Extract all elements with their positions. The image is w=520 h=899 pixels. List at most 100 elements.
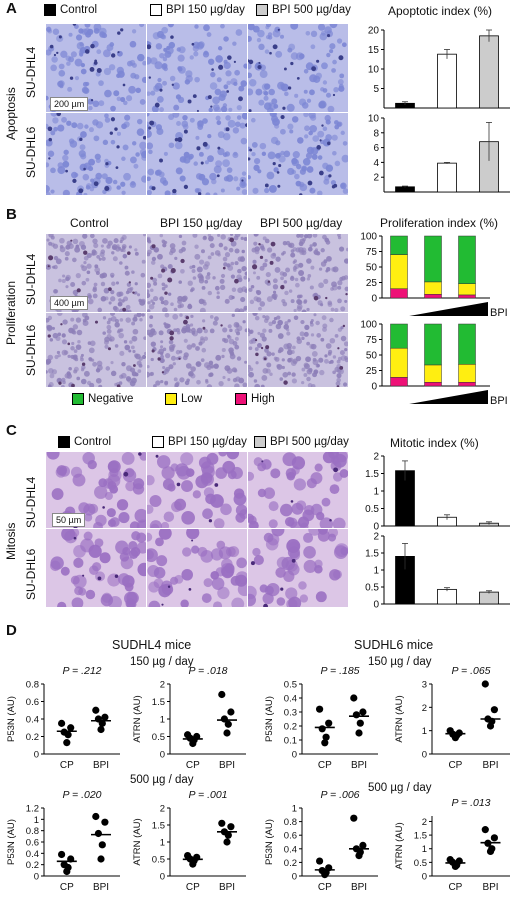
scatter-6-tick-label: 0.6 <box>284 831 297 842</box>
proliferation-dhl4-tick-label: 0 <box>371 294 377 305</box>
micrograph-a-bpi500-dhl4 <box>248 24 348 112</box>
micrograph-c-bpi150-dhl4 <box>147 452 247 528</box>
scatter-2-point <box>325 719 333 727</box>
proliferation-dhl4-tick-label: 100 <box>360 232 377 243</box>
scatter-7-category-label: CP <box>448 882 462 893</box>
proliferation-dhl6-tick-label: 0 <box>371 382 377 393</box>
mitotic-chart-dhl6: 0 0.5 1 1.5 2 <box>365 532 510 610</box>
scatter-5-category-label: BPI <box>219 882 235 893</box>
legend-high: High <box>235 393 275 405</box>
legend-c-bpi150: BPI 150 µg/day <box>152 436 247 448</box>
scatter-2-tick-label: 0.3 <box>284 708 297 719</box>
scatter-3-point <box>446 727 454 735</box>
scatter-2-point <box>352 711 360 719</box>
scatter-0-point <box>101 713 109 721</box>
scatter-4-tick-label: 0.2 <box>26 860 39 871</box>
scale-bar-b: 400 µm <box>50 296 89 310</box>
proliferation-dhl6-tick-label: 75 <box>366 335 378 346</box>
dose-title-sudhl4-500: 500 µg / day <box>130 774 194 786</box>
scatter-5-point <box>227 823 235 831</box>
scatter-4-category-label: BPI <box>93 882 109 893</box>
proliferation-dhl4-segment-negative <box>390 235 408 255</box>
apoptotic-dhl6-tick-label: 8 <box>373 128 379 139</box>
mitotic-dhl6-tick-label: 2 <box>373 532 379 543</box>
scatter-3-tick-label: 0 <box>422 750 427 761</box>
row-label-sudhl4-b: SU-DHL4 <box>24 253 38 305</box>
mitotic-dhl4-tick-label: 0.5 <box>365 504 379 515</box>
proliferation-dhl6-segment-negative <box>390 323 408 349</box>
scatter-7-tick-label: 0.5 <box>414 858 427 869</box>
row-label-sudhl4-a: SU-DHL4 <box>24 46 38 98</box>
proliferation-dhl4-segment-negative <box>424 235 442 283</box>
scatter-0-tick-label: 0.4 <box>26 715 39 726</box>
micrograph-c-bpi500-dhl6 <box>248 529 348 607</box>
scatter-1-point <box>184 731 192 739</box>
dose-title-sudhl6-500: 500 µg / day <box>368 782 432 794</box>
scatter-0-point <box>60 728 68 736</box>
scatter-0-point <box>92 706 100 714</box>
scatter-3-point <box>490 706 498 714</box>
group-title-sudhl4: SUDHL4 mice <box>112 638 192 652</box>
apoptotic-dhl6-tick-label: 6 <box>373 143 379 154</box>
proliferation-chart-dhl4: 0 25 50 75 100 BPI <box>360 232 507 320</box>
group-title-sudhl6: SUDHL6 mice <box>354 638 434 652</box>
scatter-0-point <box>97 725 105 734</box>
proliferation-dhl6-bpi-wedge <box>409 390 488 404</box>
scatter-4-point <box>58 850 66 859</box>
scatter-5-y-label: ATRN (AU) <box>132 818 143 865</box>
scatter-6-tick-label: 0.4 <box>284 844 297 855</box>
scatter-1-category-label: CP <box>186 760 200 771</box>
scatter-7-category-label: BPI <box>482 882 498 893</box>
proliferation-dhl4-segment-low <box>390 254 408 289</box>
proliferation-dhl4-segment-low <box>458 283 476 296</box>
micrograph-c-bpi150-dhl6 <box>147 529 247 607</box>
legend-control: Control <box>44 4 97 16</box>
apoptotic-dhl4-tick-label: 5 <box>373 84 379 95</box>
mitotic-index-title: Mitotic index (%) <box>390 436 479 450</box>
scatter-2-point <box>321 739 329 747</box>
scatter-2-tick-label: 0.2 <box>284 722 297 733</box>
scatter-5-tick-label: 2 <box>160 804 165 815</box>
scatter-4-tick-label: 0.6 <box>26 838 39 849</box>
scatter-0-tick-label: 0.6 <box>26 697 39 708</box>
scatter-0-category-label: BPI <box>93 760 109 771</box>
col-title-bpi500: BPI 500 µg/day <box>260 216 343 230</box>
apoptosis-label: Apoptosis <box>4 87 18 140</box>
scatter-0-tick-label: 0.8 <box>26 680 39 691</box>
legend-bpi150: BPI 150 µg/day <box>150 4 245 16</box>
mitotic-dhl6-tick-label: 1 <box>373 566 379 577</box>
scatter-1-point <box>224 720 232 728</box>
apoptotic-dhl6-bar <box>395 186 415 193</box>
micrograph-c-control-dhl6 <box>46 529 146 607</box>
scatter-3-y-label: ATRN (AU) <box>394 695 405 742</box>
scatter-0-point <box>67 724 75 732</box>
proliferation-dhl6-segment-low <box>424 364 442 383</box>
row-label-sudhl6-c: SU-DHL6 <box>24 548 38 600</box>
scatter-4-p-value: P = .020 <box>62 789 101 801</box>
scatter-7-point <box>488 845 496 853</box>
proliferation-dhl4-segment-negative <box>458 235 476 284</box>
apoptotic-chart-dhl6: 2 4 6 8 10 <box>368 114 510 193</box>
panel-a-letter: A <box>6 0 17 17</box>
scatter-2-point <box>318 725 326 733</box>
scatter-1-point <box>223 729 231 737</box>
apoptotic-dhl4-bar <box>479 35 499 109</box>
scatter-2-point <box>316 705 324 713</box>
scatter-0-tick-label: 0.2 <box>26 732 39 743</box>
scatter-atr-sudhl6-500: P = .013 0 0.5 1 1.5 2 ATRN (AU) CP BPI <box>394 797 510 893</box>
micrograph-a-bpi500-dhl6 <box>248 113 348 195</box>
scatter-atr-sudhl4-500: P = .001 0 0.5 1 1.5 2 ATRN (AU) CP BPI <box>132 789 246 893</box>
scatter-5-p-value: P = .001 <box>188 789 227 801</box>
proliferation-dhl4-segment-high <box>458 294 476 299</box>
scatter-7-tick-label: 1 <box>422 844 427 855</box>
dose-title-sudhl4-150: 150 µg / day <box>130 656 194 668</box>
scatter-2-tick-label: 0.4 <box>284 694 297 705</box>
scatter-atr-sudhl6-150: P = .065 0 1 2 3 ATRN (AU) CP BPI <box>394 665 510 771</box>
scatter-5-category-label: CP <box>186 882 200 893</box>
proliferation-dhl6-tick-label: 100 <box>360 320 377 331</box>
legend-c-control: Control <box>58 436 111 448</box>
scatter-5-tick-label: 0.5 <box>152 855 165 866</box>
scatter-2-p-value: P = .185 <box>320 665 359 677</box>
scatter-6-category-label: CP <box>318 882 332 893</box>
mitotic-dhl6-bar <box>437 588 457 605</box>
